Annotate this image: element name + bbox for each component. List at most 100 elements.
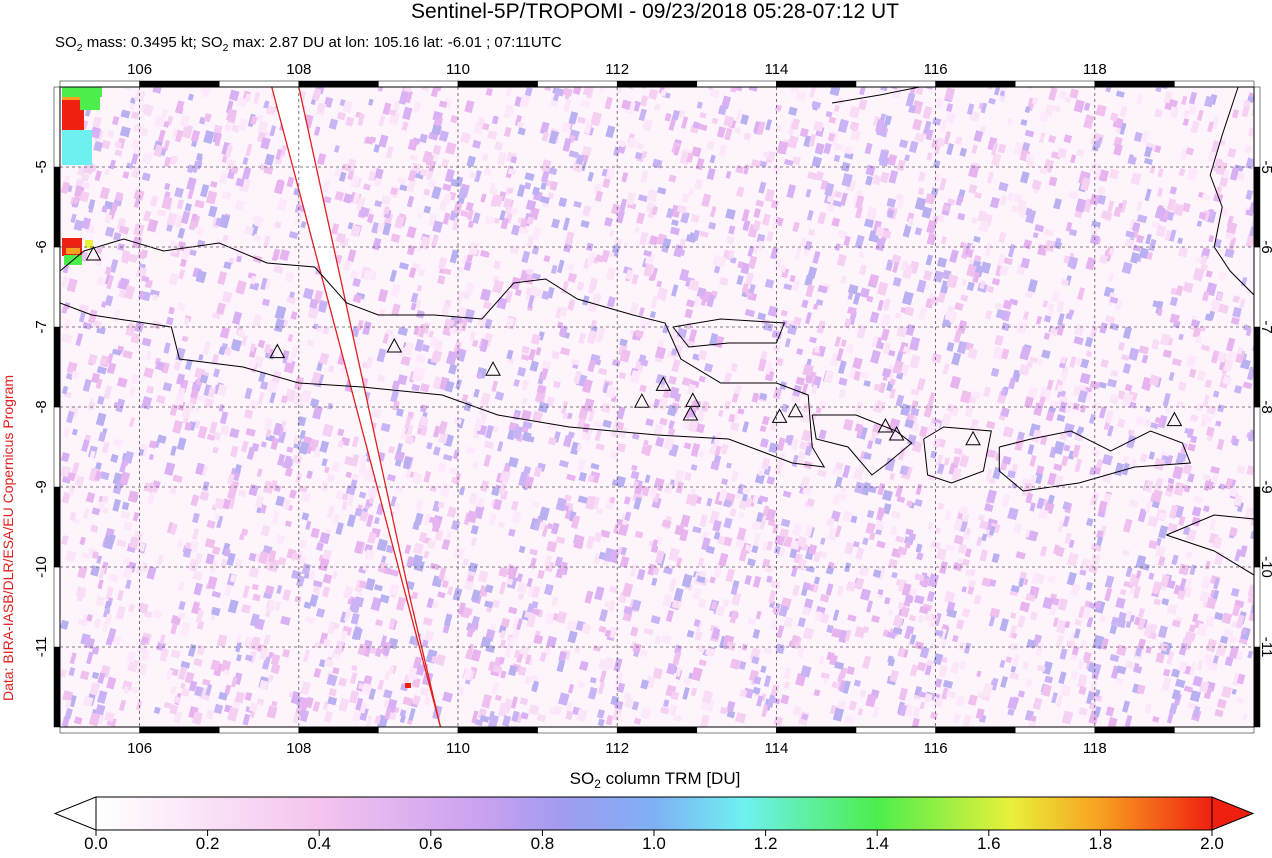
pixel <box>290 345 299 358</box>
pixel <box>994 334 1004 346</box>
pixel <box>562 217 571 231</box>
pixel <box>1169 229 1177 242</box>
pixel <box>145 385 155 394</box>
pixel <box>521 345 530 355</box>
volcano-marker <box>634 393 650 408</box>
pixel <box>294 217 302 226</box>
pixel <box>223 261 232 270</box>
pixel <box>1206 597 1217 610</box>
pixel <box>396 442 403 454</box>
pixel <box>1083 102 1091 111</box>
pixel <box>782 666 792 680</box>
pixel <box>1072 402 1080 411</box>
pixel <box>142 291 151 302</box>
pixel <box>1117 390 1126 400</box>
frame-stripe <box>1253 166 1261 248</box>
coastline <box>1166 514 1254 576</box>
pixel <box>384 707 392 720</box>
pixel <box>1114 462 1125 477</box>
pixel <box>499 470 511 483</box>
pixel <box>424 630 434 642</box>
pixel <box>151 294 158 301</box>
pixel <box>300 681 311 696</box>
pixel <box>1056 619 1068 634</box>
pixel <box>508 664 518 677</box>
pixel <box>625 269 634 280</box>
pixel <box>1234 548 1242 562</box>
pixel <box>631 433 640 440</box>
pixel <box>463 668 473 681</box>
pixel <box>652 158 663 169</box>
pixel <box>664 112 672 122</box>
pixel <box>853 467 864 481</box>
pixel <box>805 370 814 384</box>
pixel <box>520 712 529 720</box>
pixel <box>1016 321 1028 334</box>
pixel <box>1241 104 1250 118</box>
pixel <box>195 152 203 162</box>
pixel <box>467 574 475 583</box>
pixel <box>560 400 569 415</box>
pixel <box>1000 387 1007 396</box>
pixel <box>317 153 327 166</box>
pixel <box>898 139 909 149</box>
pixel <box>279 144 288 157</box>
pixel <box>431 124 442 135</box>
pixel <box>169 704 179 715</box>
pixel <box>317 300 328 313</box>
pixel <box>343 608 352 622</box>
pixel <box>926 219 937 234</box>
pixel <box>975 708 985 720</box>
pixel <box>795 376 805 386</box>
pixel <box>97 579 104 590</box>
pixel <box>104 168 111 176</box>
pixel <box>380 195 392 206</box>
pixel <box>516 581 528 594</box>
pixel <box>527 294 535 309</box>
pixel <box>1059 648 1068 660</box>
pixel <box>748 255 758 269</box>
pixel <box>563 434 573 448</box>
pixel <box>807 171 818 181</box>
pixel <box>1022 661 1030 670</box>
pixel <box>1117 342 1125 351</box>
pixel <box>985 420 996 430</box>
pixel <box>218 214 231 229</box>
pixel <box>494 391 505 401</box>
pixel <box>399 715 406 723</box>
colorbar-high-arrow <box>1211 796 1255 831</box>
pixel <box>308 570 316 581</box>
pixel <box>1138 345 1149 355</box>
pixel <box>610 203 620 215</box>
pixel <box>403 456 413 470</box>
pixel <box>725 568 735 583</box>
pixel <box>406 556 415 568</box>
pixel <box>1035 315 1043 325</box>
pixel <box>223 669 231 676</box>
pixel <box>944 310 955 322</box>
pixel <box>768 590 777 604</box>
pixel <box>156 208 167 217</box>
pixel <box>758 160 768 168</box>
pixel <box>1043 228 1054 237</box>
pixel <box>911 717 920 727</box>
pixel <box>331 571 338 580</box>
pixel <box>337 440 344 448</box>
pixel <box>345 485 356 496</box>
pixel <box>669 386 680 400</box>
pixel <box>680 116 689 129</box>
pixel <box>485 87 494 97</box>
pixel <box>1047 472 1057 486</box>
pixel <box>252 593 261 602</box>
x-tick-label: 106 <box>127 740 152 757</box>
pixel <box>717 535 726 545</box>
pixel <box>160 148 167 156</box>
pixel <box>854 401 864 414</box>
pixel <box>114 141 122 149</box>
pixel <box>214 513 221 521</box>
pixel <box>804 240 813 252</box>
pixel <box>1010 584 1020 593</box>
pixel <box>643 439 649 446</box>
pixel <box>1152 716 1160 723</box>
pixel <box>182 547 192 558</box>
